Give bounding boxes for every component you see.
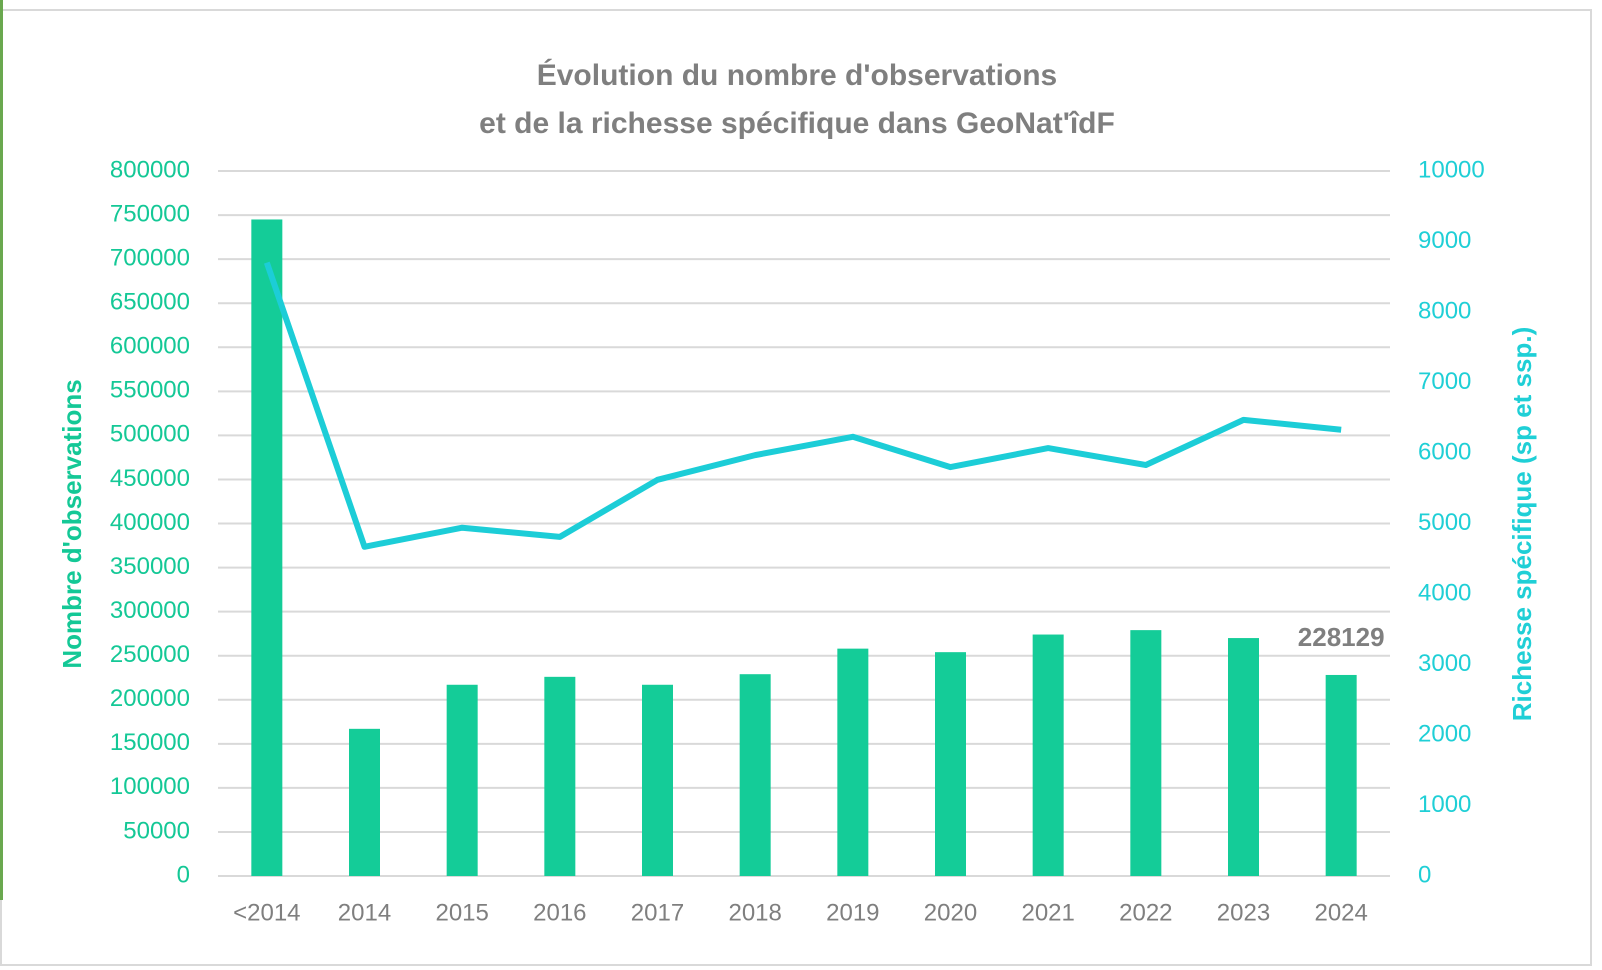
bar xyxy=(1130,630,1162,876)
bar xyxy=(837,648,869,876)
y-tick-label: 400000 xyxy=(110,509,190,536)
y2-tick-label: 7000 xyxy=(1418,368,1471,395)
x-tick-label: 2016 xyxy=(533,899,586,926)
chart-title: Évolution du nombre d'observations xyxy=(537,58,1058,92)
x-tick-label: 2024 xyxy=(1314,899,1367,926)
y-tick-label: 800000 xyxy=(110,156,190,183)
bar xyxy=(544,676,576,876)
bar xyxy=(446,684,478,876)
y-tick-label: 350000 xyxy=(110,553,190,580)
line xyxy=(263,261,1342,550)
x-tick-label: 2020 xyxy=(924,899,977,926)
y2-tick-label: 2000 xyxy=(1418,720,1471,747)
y-tick-label: 550000 xyxy=(110,377,190,404)
y2-tick-label: 10000 xyxy=(1418,156,1485,183)
y2-axis-label: Richesse spécifique (sp et ssp.) xyxy=(1507,327,1537,721)
y2-tick-label: 0 xyxy=(1418,861,1431,888)
y-tick-label: 50000 xyxy=(123,817,190,844)
y-tick-label: 150000 xyxy=(110,729,190,756)
y-tick-label: 700000 xyxy=(110,244,190,271)
chart-title: et de la richesse spécifique dans GeoNat… xyxy=(479,107,1115,140)
bar xyxy=(251,219,283,876)
y-tick-label: 500000 xyxy=(110,421,190,448)
y-tick-label: 200000 xyxy=(110,685,190,712)
bar xyxy=(1032,634,1064,876)
y-tick-label: 250000 xyxy=(110,641,190,668)
y-tick-label: 600000 xyxy=(110,333,190,360)
y-tick-label: 450000 xyxy=(110,465,190,492)
data-label: 228129 xyxy=(1298,622,1385,652)
edge-strip xyxy=(0,0,3,900)
x-tick-label: 2014 xyxy=(338,899,391,926)
x-tick-label: 2019 xyxy=(826,899,879,926)
y-tick-label: 750000 xyxy=(110,200,190,227)
y2-tick-label: 8000 xyxy=(1418,297,1471,324)
x-tick-label: 2015 xyxy=(435,899,488,926)
bar xyxy=(1228,638,1259,876)
bar xyxy=(642,684,673,876)
bar xyxy=(739,674,771,876)
bar xyxy=(1325,674,1357,876)
y2-tick-label: 1000 xyxy=(1418,791,1471,818)
y-tick-label: 650000 xyxy=(110,289,190,316)
x-tick-label: 2018 xyxy=(728,899,781,926)
y2-tick-label: 4000 xyxy=(1418,579,1471,606)
y-tick-label: 100000 xyxy=(110,773,190,800)
x-tick-label: 2022 xyxy=(1119,899,1172,926)
x-tick-label: <2014 xyxy=(233,899,300,926)
y-tick-label: 0 xyxy=(177,861,190,888)
x-tick-label: 2021 xyxy=(1021,899,1074,926)
y2-tick-label: 3000 xyxy=(1418,650,1471,677)
x-tick-label: 2017 xyxy=(631,899,684,926)
bar xyxy=(349,728,380,876)
y2-tick-label: 6000 xyxy=(1418,438,1471,465)
y2-tick-label: 5000 xyxy=(1418,509,1471,536)
y-tick-label: 300000 xyxy=(110,597,190,624)
x-tick-label: 2023 xyxy=(1217,899,1270,926)
bar xyxy=(935,652,966,876)
y-axis-label: Nombre d'observations xyxy=(57,379,87,668)
y2-tick-label: 9000 xyxy=(1418,227,1471,254)
